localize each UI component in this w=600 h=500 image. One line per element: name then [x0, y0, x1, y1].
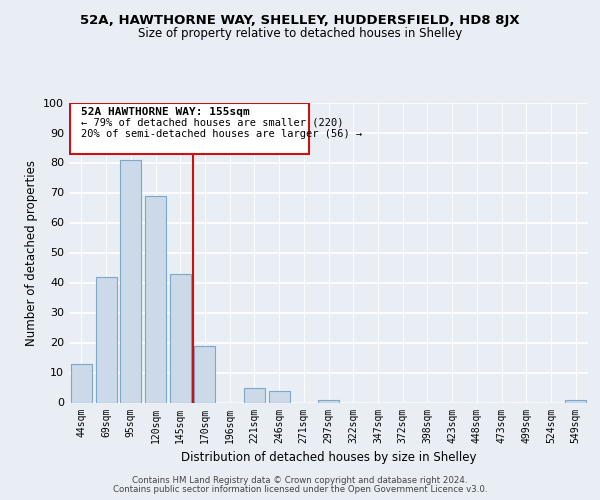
Bar: [120, 160, 141, 402]
Text: Contains HM Land Registry data © Crown copyright and database right 2024.: Contains HM Land Registry data © Crown c…: [132, 476, 468, 485]
Bar: [145, 196, 166, 402]
Bar: [318, 400, 339, 402]
Text: 52A, HAWTHORNE WAY, SHELLEY, HUDDERSFIELD, HD8 8JX: 52A, HAWTHORNE WAY, SHELLEY, HUDDERSFIEL…: [80, 14, 520, 27]
Text: Size of property relative to detached houses in Shelley: Size of property relative to detached ho…: [138, 28, 462, 40]
Bar: [95, 276, 116, 402]
Bar: [170, 274, 191, 402]
Bar: [71, 364, 92, 403]
FancyBboxPatch shape: [70, 102, 309, 154]
Y-axis label: Number of detached properties: Number of detached properties: [25, 160, 38, 346]
Text: ← 79% of detached houses are smaller (220): ← 79% of detached houses are smaller (22…: [82, 118, 344, 128]
Text: 52A HAWTHORNE WAY: 155sqm: 52A HAWTHORNE WAY: 155sqm: [82, 107, 250, 117]
Text: Contains public sector information licensed under the Open Government Licence v3: Contains public sector information licen…: [113, 485, 487, 494]
Bar: [269, 390, 290, 402]
Bar: [244, 388, 265, 402]
Text: 20% of semi-detached houses are larger (56) →: 20% of semi-detached houses are larger (…: [82, 129, 362, 139]
X-axis label: Distribution of detached houses by size in Shelley: Distribution of detached houses by size …: [181, 451, 476, 464]
Bar: [194, 346, 215, 403]
Bar: [565, 400, 586, 402]
